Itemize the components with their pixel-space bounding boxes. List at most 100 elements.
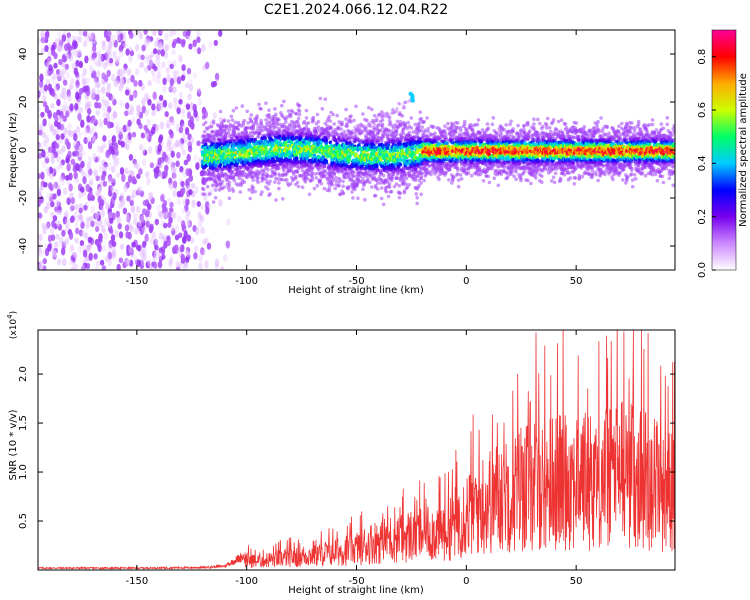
spectrogram-cell	[184, 261, 189, 269]
spectrogram-cell	[97, 244, 102, 253]
spectrogram-cell	[82, 40, 88, 48]
spectrogram-cell	[127, 119, 132, 127]
spectrogram-cell	[38, 233, 43, 242]
spectrogram-cell	[231, 189, 236, 193]
spectrogram-cell	[141, 158, 147, 166]
spectrogram-cell	[158, 247, 163, 254]
spectrogram-cell	[128, 169, 133, 177]
spectrogram-cell	[117, 34, 122, 43]
spectrogram-cell	[230, 170, 235, 174]
spectrogram-cell	[163, 211, 169, 218]
spectrogram-cell	[57, 75, 62, 82]
spectrogram-cell	[352, 118, 356, 123]
spectrogram-cell	[192, 39, 197, 48]
spectrogram-cell	[85, 221, 90, 229]
spectrogram-cell	[162, 99, 168, 108]
spectrogram-cell	[373, 194, 378, 198]
spectrogram-cell	[167, 197, 172, 205]
spectrogram-cell	[397, 195, 402, 200]
spectrogram-cell	[136, 109, 141, 118]
spectrogram-cell	[102, 163, 108, 172]
spectrogram-cell	[117, 30, 123, 36]
spectrogram-cell	[111, 34, 117, 43]
spectrogram-cell	[203, 120, 208, 125]
spectrogram-cell	[274, 198, 278, 202]
spectrogram-cell	[103, 232, 109, 241]
spectrogram-cell	[242, 118, 247, 123]
spectrogram-cell	[195, 162, 200, 171]
spectrogram-cell	[114, 161, 119, 168]
spectrogram-cell	[176, 199, 182, 206]
spectrogram-cell	[41, 131, 47, 139]
spectrogram-cell	[172, 189, 177, 198]
spectrogram-cell	[185, 214, 190, 222]
spectrogram-cell	[277, 117, 281, 122]
spectrogram-cell	[387, 182, 392, 186]
spectrogram-cell	[304, 108, 309, 113]
spectrogram-cell	[119, 70, 125, 78]
spectrogram-cell	[69, 203, 75, 211]
spectrogram-cell	[175, 139, 180, 148]
spectrogram-cell	[193, 154, 198, 162]
spectrogram-cell	[419, 192, 424, 197]
spectrogram-cell	[68, 54, 74, 63]
spectrogram-cell	[121, 173, 126, 183]
spectrogram-cell	[425, 116, 429, 120]
spectrogram-cell	[103, 74, 109, 83]
spectrogram-cell	[41, 160, 47, 168]
spectrogram-cell	[159, 211, 164, 219]
spectrogram-cell	[38, 188, 42, 197]
spectrogram-cell	[184, 256, 190, 264]
spectrogram-cell	[139, 61, 145, 68]
spectrogram-cell	[95, 109, 101, 116]
spectrogram-cell	[112, 192, 117, 201]
spectrogram-cell	[167, 182, 173, 189]
spectrogram-cell	[63, 43, 69, 52]
spectrogram-cell	[213, 178, 218, 182]
spectrogram-cell	[80, 168, 85, 175]
spectrogram-cell	[273, 107, 277, 111]
spectrogram-cell	[163, 222, 168, 229]
spectrogram-cell	[284, 120, 288, 124]
spectrogram-cell	[344, 107, 348, 112]
spectrogram-cell	[90, 136, 96, 144]
spectrogram-cell	[69, 216, 75, 224]
spectrogram-cell	[102, 180, 108, 187]
spectrogram-cell	[42, 95, 47, 103]
spectrogram-cell	[160, 49, 165, 57]
spectrogram-cell	[176, 107, 181, 115]
spectrogram-cell	[148, 193, 153, 201]
spectrogram-cell	[52, 193, 57, 200]
spectrogram-cell	[104, 100, 110, 108]
spectrogram-cell	[295, 170, 300, 174]
spectrogram-cell	[114, 60, 120, 67]
spectrogram-cell	[74, 144, 80, 151]
spectrogram-cell	[164, 32, 169, 41]
spectrogram-cell	[111, 136, 117, 143]
spectrogram-cell	[314, 176, 319, 180]
spectrogram-cell	[115, 125, 120, 133]
spectrogram-cell	[118, 127, 123, 135]
spectrogram-cell	[107, 105, 112, 113]
spectrogram-cell	[51, 219, 56, 228]
spectrogram-cell	[153, 250, 159, 258]
spectrogram-cell	[204, 260, 209, 269]
spectrogram-cell	[238, 190, 243, 194]
spectrogram-cell	[168, 85, 173, 93]
spectrogram-cell	[158, 30, 163, 35]
spectrogram-cell	[437, 177, 441, 182]
spectrogram-cell	[143, 30, 148, 36]
spectrogram-cell	[140, 132, 146, 139]
spectrogram-cell	[168, 129, 173, 136]
spectrogram-cell	[41, 37, 46, 44]
spectrogram-cell	[142, 200, 148, 206]
spectrogram-cell	[55, 68, 61, 75]
spectrogram-cell	[77, 51, 82, 58]
spectrogram-cell	[61, 229, 66, 237]
spectrogram-cell	[42, 118, 47, 127]
spectrogram-cell	[45, 166, 50, 175]
spectrogram-cell	[125, 89, 130, 96]
spectrogram-cell	[93, 118, 98, 127]
spectrogram-cell	[82, 249, 88, 258]
spectrogram-cell	[210, 183, 215, 188]
